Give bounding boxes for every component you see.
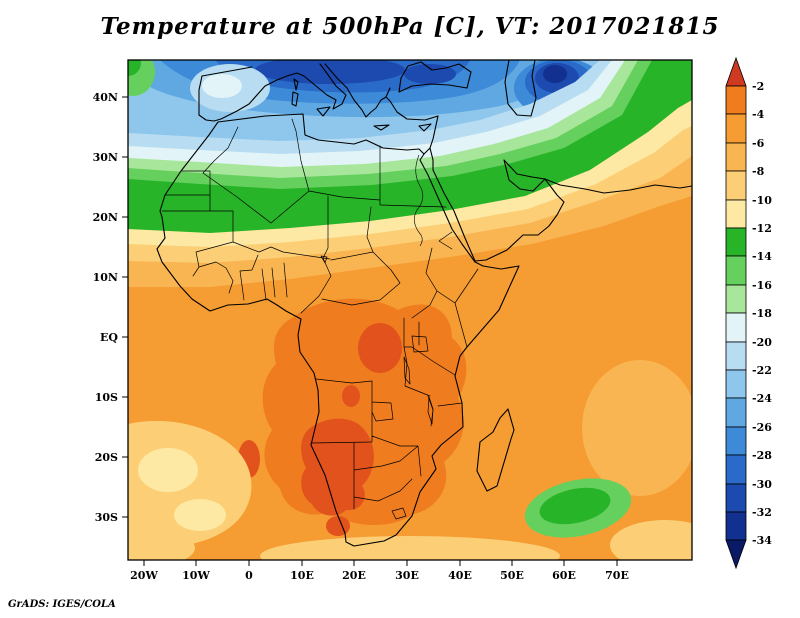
credit: GrADS: IGES/COLA xyxy=(8,599,116,610)
colorbar-segment xyxy=(725,227,747,257)
x-label: 30E xyxy=(395,569,419,582)
colorbar-label: -14 xyxy=(752,250,772,263)
temp-patch-red-kalahari xyxy=(301,418,374,516)
y-label: 10S xyxy=(95,391,118,404)
colorbar-segment xyxy=(725,454,747,485)
x-label: 60E xyxy=(552,569,576,582)
colorbar-label: -6 xyxy=(752,137,765,150)
colorbar-label: -18 xyxy=(752,307,772,320)
temp-blob-blacksea-dark xyxy=(404,64,456,84)
y-label: EQ xyxy=(100,331,118,344)
temperature-fill-layers xyxy=(128,60,692,560)
temp-blob-iberia-paler xyxy=(202,74,242,98)
colorbar-label: -20 xyxy=(752,336,772,349)
colorbar-segment xyxy=(725,369,747,399)
temp-patch-sw-corner xyxy=(128,530,195,560)
temp-patch-sw-cream2 xyxy=(174,499,226,531)
y-axis-ticks xyxy=(122,96,128,518)
temp-patch-east-light xyxy=(582,360,692,496)
y-label: 30S xyxy=(95,511,118,524)
temp-blob-se-green-core xyxy=(539,487,611,525)
temp-patch-sw-cream1 xyxy=(138,448,198,492)
temp-patch-red-south xyxy=(326,516,350,536)
colorbar-segment xyxy=(725,85,747,115)
colorbar-segment xyxy=(725,312,747,343)
colorbar-segment xyxy=(725,170,747,201)
colorbar-label: -34 xyxy=(752,534,772,547)
colorbar-segment xyxy=(725,341,747,371)
y-label: 20S xyxy=(95,451,118,464)
x-label: 20E xyxy=(342,569,366,582)
temp-patch-red-small xyxy=(342,385,360,407)
colorbar-segment xyxy=(725,142,747,172)
temp-patch-se-corner xyxy=(610,520,692,560)
colorbar-label: -32 xyxy=(752,506,772,519)
colorbar: -2 -4 -6 -8 -10 -12 -14 -16 -18 -20 -22 … xyxy=(725,56,772,570)
colorbar-segment xyxy=(725,483,747,513)
colorbar-segment xyxy=(725,199,747,229)
eurasia-coastlines xyxy=(198,60,692,262)
lakes xyxy=(320,255,434,425)
colorbar-segment xyxy=(725,426,747,456)
y-axis-labels: 40N 30N 20N 10N EQ 10S 20S 30S xyxy=(93,91,119,524)
colorbar-label: -4 xyxy=(752,108,765,121)
colorbar-segment xyxy=(725,113,747,144)
temp-blob-nw-green-core xyxy=(128,60,141,76)
plot-frame xyxy=(127,59,693,561)
temp-blob-ne-core xyxy=(543,65,567,83)
colorbar-segment xyxy=(725,255,747,286)
colorbar-segment xyxy=(725,397,747,428)
y-label: 30N xyxy=(93,151,118,164)
colorbar-label: -22 xyxy=(752,364,772,377)
x-label: 50E xyxy=(500,569,524,582)
colorbar-arrow-bottom xyxy=(725,539,747,570)
colorbar-label: -10 xyxy=(752,194,772,207)
x-label: 20W xyxy=(130,569,158,582)
y-label: 20N xyxy=(93,211,118,224)
x-label: 40E xyxy=(448,569,472,582)
africa-coastline xyxy=(156,113,520,547)
colorbar-label: -28 xyxy=(752,449,772,462)
colorbar-segment xyxy=(725,284,747,314)
x-axis-labels: 20W 10W 0 10E 20E 30E 40E 50E 60E 70E xyxy=(130,569,629,582)
colorbar-label: -26 xyxy=(752,421,772,434)
colorbar-segment xyxy=(725,511,747,541)
colorbar-label: -24 xyxy=(752,392,772,405)
colorbar-label: -8 xyxy=(752,165,765,178)
temp-blob-balkans-dark xyxy=(255,60,405,84)
x-label: 10E xyxy=(290,569,314,582)
colorbar-arrow-top xyxy=(725,56,747,87)
map-outlines xyxy=(156,60,692,547)
x-label: 70E xyxy=(605,569,629,582)
country-borders xyxy=(161,118,479,520)
colorbar-label: -30 xyxy=(752,478,772,491)
page-title: Temperature at 500hPa [C], VT: 201702181… xyxy=(101,13,720,40)
temp-patch-red-victoria xyxy=(358,323,402,373)
colorbar-label: -16 xyxy=(752,279,772,292)
x-label: 0 xyxy=(245,569,253,582)
x-label: 10W xyxy=(182,569,210,582)
y-label: 10N xyxy=(93,271,118,284)
temp-patch-south-band xyxy=(260,536,560,560)
nile-river xyxy=(413,154,424,247)
colorbar-label: -2 xyxy=(752,80,764,93)
x-axis-ticks xyxy=(143,560,618,566)
colorbar-label: -12 xyxy=(752,222,772,235)
y-label: 40N xyxy=(93,91,118,104)
